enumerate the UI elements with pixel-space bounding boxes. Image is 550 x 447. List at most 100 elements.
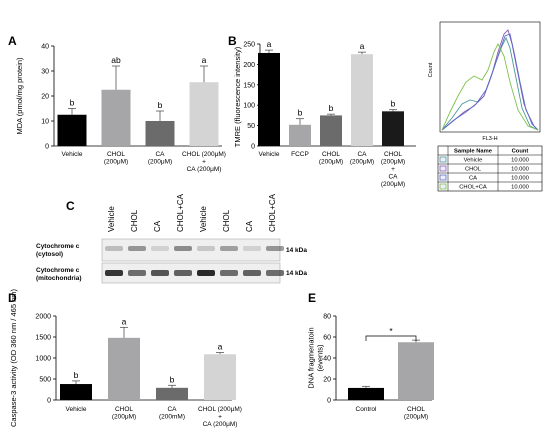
legend-header-name: Sample Name [454,149,493,155]
y-tick-label: 80 [323,314,331,321]
bar [382,111,404,146]
histogram-x-label: FL3-H [482,136,497,142]
blot-band [151,246,169,251]
x-tick-label: CA [155,151,165,158]
legend-swatch [439,165,447,172]
panel-letter-b: B [228,34,237,48]
y-tick-label: 0 [251,144,255,151]
bar [60,384,92,400]
x-tick-label: + [218,414,222,421]
blot-band [128,246,146,251]
panel-letter-c: C [66,199,75,213]
y-axis-label: Caspase-3 activity (OD 360 nm / 465 nm) [9,289,18,427]
bar [320,115,342,146]
y-tick-label: 500 [39,377,51,384]
y-tick-label: 0 [45,144,49,151]
legend-swatch [439,156,447,163]
y-tick-label: 100 [243,103,255,110]
significance-label: a [218,342,223,352]
blot-row-label: Cytochrome c [36,267,80,274]
x-tick-label: CHOL [107,151,125,158]
bar [101,89,131,146]
significance-bracket [365,335,417,341]
x-tick-label: CA [388,174,398,181]
histogram-curve [441,42,539,131]
x-tick-label: CA (200μM) [203,421,238,428]
lane-label: CHOL+CA [176,193,185,232]
x-tick-label: (200mM) [159,414,185,421]
x-tick-label: CHOL [322,151,340,158]
x-tick-label: CHOL [384,151,402,158]
x-tick-label: Control [356,406,378,413]
y-tick-label: 2000 [35,314,51,321]
blot-row-label: (cytosol) [36,251,63,258]
y-tick-label: 20 [41,94,49,101]
significance-label: b [391,99,396,109]
histogram-curve [441,29,539,131]
bar [156,387,188,400]
y-tick-label: 40 [41,44,49,51]
legend-header-count: Count [512,149,529,155]
x-tick-label: (200μM) [404,414,428,421]
x-tick-label: (200μM) [381,159,405,166]
chart-panel-d: 0 500 1000 1500 2000 Caspase-3 activity (OD 3… [9,289,242,428]
bar [57,114,87,146]
lane-label: Vehicle [199,206,208,232]
bar [351,54,373,147]
chart-panel-e: 0 20 40 60 80 DNA fragmenatoin(events) Control… [307,314,434,421]
blot-band [243,270,261,276]
y-tick-label: 40 [323,356,331,363]
x-tick-label: CHOL (200μM) [182,151,226,158]
blot-row-label: (mitochondria) [36,275,82,282]
lane-label: CHOL [222,209,231,232]
blot-band [220,270,238,276]
bar [145,121,175,146]
x-tick-label: CHOL [115,406,133,413]
bar [348,387,384,400]
legend-count: 10.000 [511,167,529,173]
y-tick-label: 1500 [35,335,51,342]
blot-band [174,246,192,251]
western-blot: Vehicle CHOL CA CHOL+CA Vehicle CHOL CA CHOL+CA… [36,193,307,284]
legend-count: 10.000 [511,185,529,191]
blot-row-label: Cytochrome c [36,243,80,250]
y-tick-label: 0 [327,398,331,405]
legend-count: 10.000 [511,176,529,182]
significance-label: b [329,103,334,113]
significance-label: b [170,374,175,384]
histogram-legend: Sample Name Count Vehicle 10.000 CHOL 10.000 C… [437,145,543,192]
x-tick-label: CHOL [407,406,425,413]
bar [258,52,280,147]
panel-letter-a: A [8,34,17,48]
histogram-y-label: Count [428,62,434,77]
significance-label: b [158,100,163,110]
x-tick-label: CA [357,151,367,158]
x-tick-label: Vehicle [259,151,280,158]
y-tick-label: 10 [41,119,49,126]
x-tick-label: (200μM) [319,159,343,166]
bar [108,337,140,400]
lane-label: CHOL [130,209,139,232]
significance-label: ab [111,55,121,65]
blot-band [174,270,192,276]
y-tick-label: 0 [47,398,51,405]
blot-band [220,246,238,251]
x-tick-label: (200μM) [350,159,374,166]
legend-count: 10.000 [511,158,529,164]
blot-band [128,270,146,276]
lane-label: CA [153,220,162,232]
y-tick-label: 150 [243,82,255,89]
blot-band [243,246,261,251]
y-tick-label: 60 [323,335,331,342]
x-tick-label: CA [167,406,177,413]
x-tick-label: FCCP [291,151,309,158]
y-axis-label: TMRE (fluorescence intensity) [233,46,242,147]
lane-label: CHOL+CA [268,193,277,232]
blot-band [197,270,215,276]
legend-sample-name: CHOL [465,167,482,173]
bar [189,82,219,146]
blot-band [151,270,169,276]
significance-star: * [389,326,393,336]
